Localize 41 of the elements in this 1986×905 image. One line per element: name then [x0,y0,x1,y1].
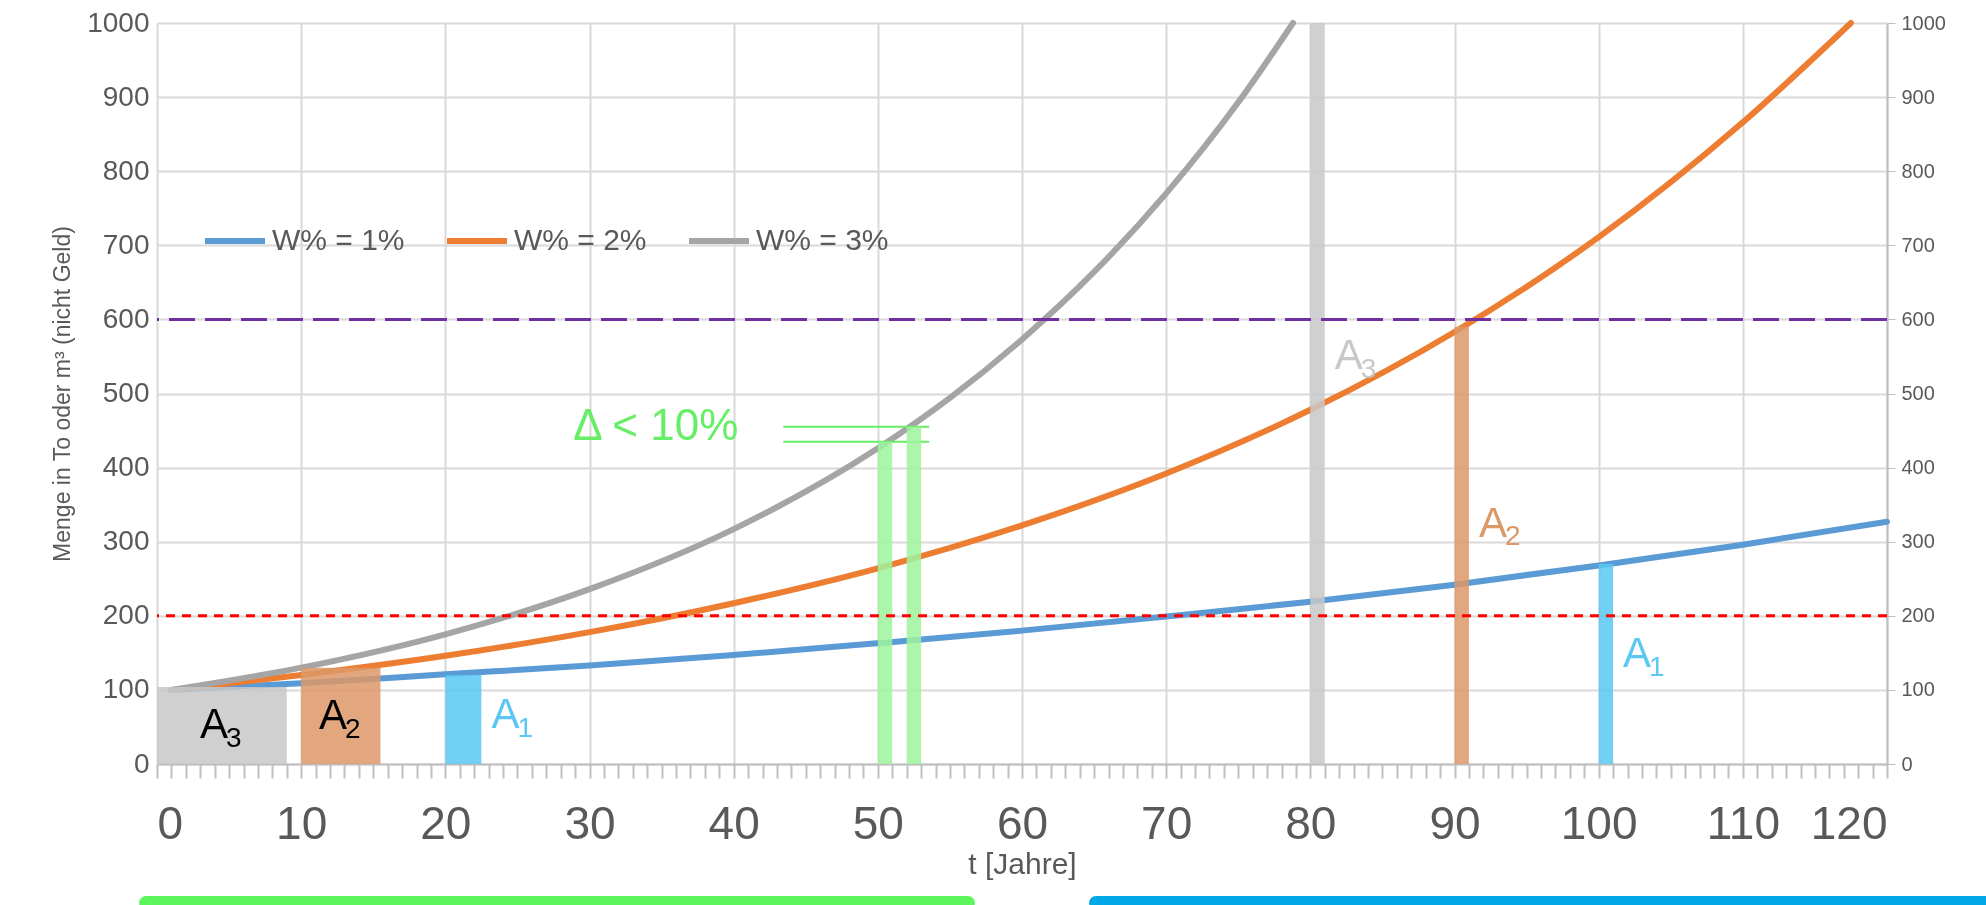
legend-label: W% = 1% [272,223,405,256]
y-tick-label: 800 [102,154,150,186]
x-tick-label: 100 [1560,796,1638,849]
legend-label: W% = 3% [756,223,889,256]
x-axis-title: t [Jahre] [968,846,1077,880]
x-tick-label: 60 [996,796,1049,849]
y-axis-title: Menge in To oder m³ (nicht Geld) [49,226,76,562]
y-tick-label: 100 [102,673,150,705]
x-tick-label: 70 [1141,796,1193,849]
y-tick-label: 900 [102,80,150,112]
y2-tick-label: 100 [1901,678,1935,701]
y2-tick-label: 700 [1901,233,1935,256]
y2-tick-label: 900 [1901,85,1935,108]
y2-tick-label: 300 [1901,530,1935,553]
y-tick-label: 200 [102,599,150,631]
y-tick-label: 300 [102,525,150,557]
x-tick-label: 10 [276,796,328,849]
y-tick-label: 600 [102,302,150,334]
x-tick-label: 30 [564,796,616,849]
y2-tick-label: 400 [1901,456,1935,479]
x-tick-label: 90 [1429,796,1481,849]
x-tick-label: 80 [1285,796,1337,849]
y-tick-label: 400 [102,451,150,483]
y-tick-label: 500 [102,377,150,408]
x-tick-label: 0 [157,796,184,849]
y2-tick-label: 800 [1901,159,1935,182]
y2-tick-label: 0 [1901,752,1913,775]
y2-tick-label: 200 [1901,604,1935,627]
y-tick-label: 700 [102,228,150,260]
x-tick-label: 120 [1810,796,1888,849]
x-tick-label: 110 [1706,796,1781,849]
y-tick-label: 0 [133,747,150,779]
y-tick-label: 1000 [87,6,150,38]
x-tick-label: 50 [852,796,904,849]
y2-tick-label: 500 [1901,382,1935,404]
x-tick-label: 20 [420,796,472,849]
y2-tick-label: 1000 [1901,11,1946,34]
x-tick-label: 40 [708,796,760,849]
legend-label: W% = 2% [514,223,647,256]
y2-tick-label: 600 [1901,307,1935,330]
series-label: Δ < 10% [573,399,739,449]
